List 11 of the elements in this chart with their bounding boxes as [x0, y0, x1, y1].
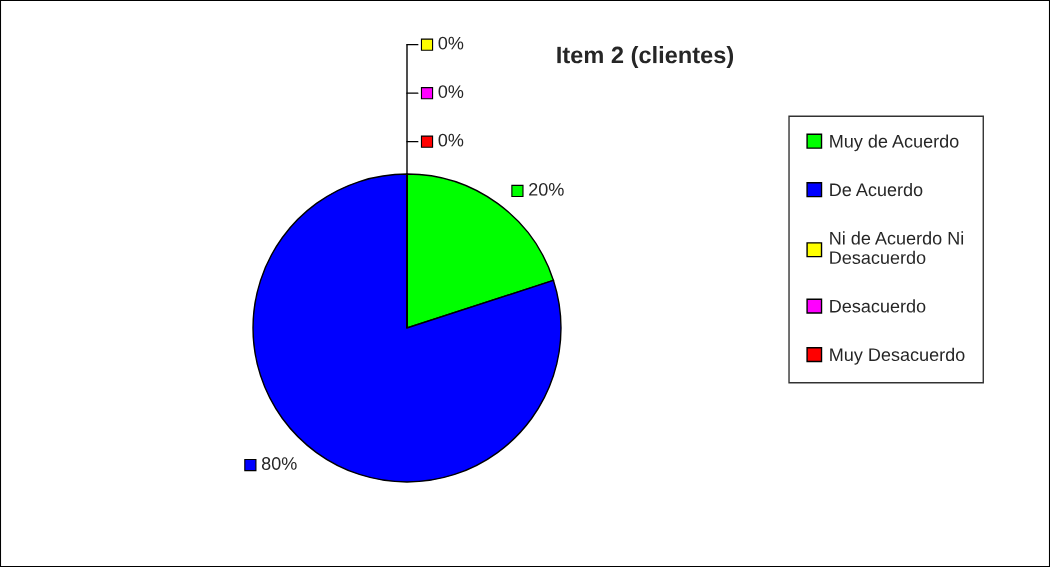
text: 0% — [438, 85, 464, 98]
legend-label: De Acuerdo — [830, 182, 923, 197]
legend-label: Ni de Acuerdo Ni Desacuerdo — [830, 231, 964, 265]
text: 0% — [438, 36, 464, 50]
data-label: 80% — [261, 457, 297, 470]
legend-label: Desacuerdo — [830, 299, 926, 313]
chart-title: Item 2 (clientes) — [557, 46, 734, 68]
legend-label: Muy Desacuerdo — [830, 347, 965, 365]
text: 0% — [438, 133, 464, 147]
legend-label: Muy de Acuerdo — [830, 134, 959, 152]
data-label: 20% — [529, 183, 564, 196]
